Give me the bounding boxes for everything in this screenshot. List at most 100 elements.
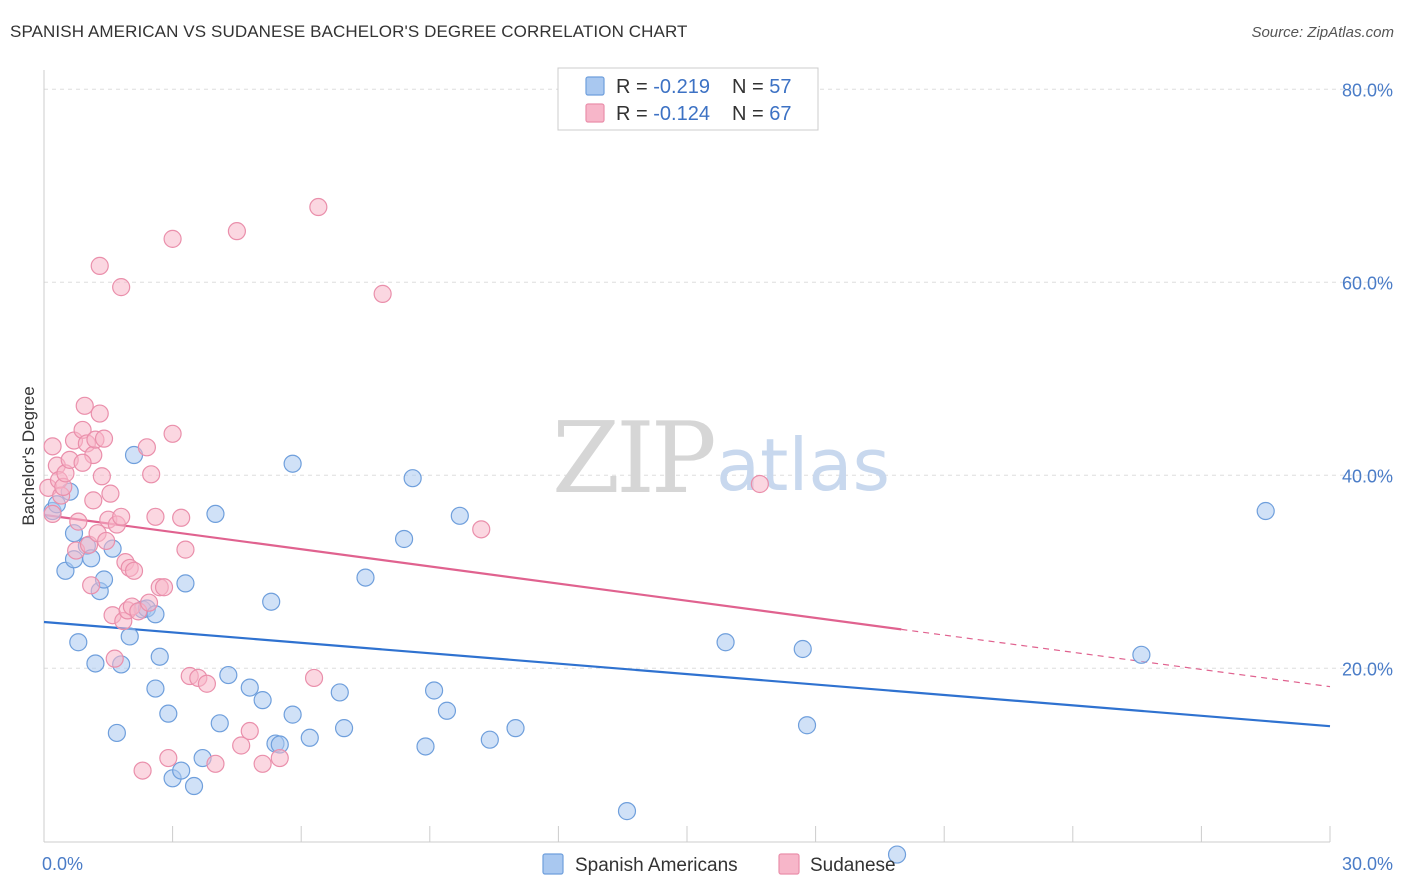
point-spanish-americans — [356, 568, 375, 587]
point-sudanese — [97, 531, 116, 551]
point-spanish-americans — [887, 845, 907, 864]
point-sudanese — [101, 484, 120, 503]
point-sudanese — [197, 674, 216, 693]
legend-n-value: 67 — [769, 103, 791, 125]
point-spanish-americans — [262, 592, 281, 611]
chart-title: SPANISH AMERICAN VS SUDANESE BACHELOR'S … — [10, 22, 688, 41]
point-spanish-americans — [120, 627, 139, 646]
point-sudanese — [90, 256, 109, 275]
point-sudanese — [146, 507, 165, 526]
point-sudanese — [124, 561, 144, 580]
point-spanish-americans — [330, 683, 349, 702]
point-sudanese — [137, 438, 156, 457]
point-spanish-americans — [172, 761, 191, 780]
correlation-legend: R = -0.219 N = 57 R = -0.124 N = 67 — [557, 67, 819, 131]
point-spanish-americans — [86, 654, 105, 673]
point-sudanese — [112, 278, 131, 297]
trend-line-dashed-sudanese — [901, 628, 1331, 688]
point-sudanese — [270, 748, 289, 768]
point-spanish-americans — [69, 633, 88, 652]
data-points — [39, 197, 1275, 864]
point-sudanese — [304, 668, 324, 688]
point-spanish-americans — [283, 705, 302, 724]
point-sudanese — [94, 429, 114, 448]
point-sudanese — [139, 593, 159, 612]
legend-n-label: N = — [732, 76, 769, 98]
point-sudanese — [92, 467, 111, 486]
point-sudanese — [84, 491, 103, 510]
point-sudanese — [112, 507, 131, 526]
legend-r-label: R = — [616, 103, 653, 125]
point-spanish-americans — [107, 723, 126, 743]
series-legend-swatch-spanish-americans — [542, 853, 564, 875]
point-spanish-americans — [1132, 645, 1151, 664]
point-spanish-americans — [416, 737, 435, 756]
axes — [43, 70, 1331, 843]
point-sudanese — [172, 508, 191, 527]
point-sudanese — [105, 649, 124, 668]
point-sudanese — [73, 453, 92, 472]
point-sudanese — [163, 229, 182, 248]
point-sudanese — [176, 540, 195, 559]
legend-n-value: 57 — [769, 76, 791, 98]
point-spanish-americans — [300, 728, 319, 747]
trend-line-spanish-americans — [43, 620, 1331, 728]
point-spanish-americans — [617, 802, 637, 821]
point-spanish-americans — [210, 714, 229, 733]
legend-row-spanish-americans: R = -0.219 — [616, 76, 710, 98]
legend-r-value: -0.124 — [653, 103, 710, 125]
legend-n-sudanese: N = 67 — [732, 103, 792, 125]
point-sudanese — [75, 396, 94, 415]
point-spanish-americans — [283, 454, 302, 473]
point-sudanese — [373, 284, 392, 303]
point-spanish-americans — [176, 574, 195, 593]
point-spanish-americans — [437, 701, 457, 720]
point-sudanese — [159, 748, 178, 768]
point-spanish-americans — [394, 529, 414, 549]
point-sudanese — [240, 721, 259, 741]
legend-n-spanish-americans: N = 57 — [732, 76, 792, 98]
point-sudanese — [43, 437, 62, 456]
legend-n-label: N = — [732, 103, 769, 125]
watermark-zip: ZIP — [552, 402, 714, 516]
point-sudanese — [309, 197, 328, 217]
point-spanish-americans — [450, 506, 469, 525]
point-sudanese — [750, 474, 769, 494]
point-spanish-americans — [159, 704, 178, 723]
series-legend-swatch-sudanese — [778, 853, 800, 875]
point-spanish-americans — [793, 639, 812, 659]
point-spanish-americans — [480, 730, 499, 749]
point-sudanese — [90, 404, 109, 423]
legend-row-sudanese: R = -0.124 — [616, 103, 710, 125]
legend-swatch-spanish-americans — [585, 76, 605, 96]
point-spanish-americans — [334, 719, 354, 738]
point-spanish-americans — [150, 647, 169, 666]
point-spanish-americans — [219, 665, 238, 685]
chart-source: Source: ZipAtlas.com — [1251, 24, 1394, 41]
legend-r-label: R = — [616, 76, 653, 98]
y-tick-label: 20.0% — [1342, 659, 1393, 679]
point-spanish-americans — [240, 678, 259, 697]
point-spanish-americans — [253, 691, 272, 710]
trend-line-sudanese — [43, 513, 902, 631]
point-sudanese — [142, 465, 161, 484]
point-spanish-americans — [506, 719, 525, 738]
grid-lines — [44, 88, 1392, 669]
point-sudanese — [206, 754, 225, 773]
legend-swatch-sudanese — [585, 103, 605, 123]
tick-labels: 20.0% 40.0% 60.0% 80.0% 0.0% 30.0% — [42, 80, 1393, 874]
y-tick-label: 80.0% — [1342, 80, 1393, 100]
trend-lines — [43, 513, 1331, 728]
series-legend-label-spanish-americans: Spanish Americans — [575, 855, 738, 876]
watermark: ZIP atlas — [552, 402, 890, 516]
point-sudanese — [253, 754, 272, 773]
watermark-atlas: atlas — [716, 423, 890, 507]
point-spanish-americans — [146, 679, 165, 698]
point-spanish-americans — [424, 681, 444, 700]
point-spanish-americans — [716, 633, 735, 652]
series-legend-label-sudanese: Sudanese — [810, 855, 896, 876]
point-spanish-americans — [797, 716, 817, 735]
point-sudanese — [154, 578, 174, 597]
point-sudanese — [43, 504, 62, 524]
